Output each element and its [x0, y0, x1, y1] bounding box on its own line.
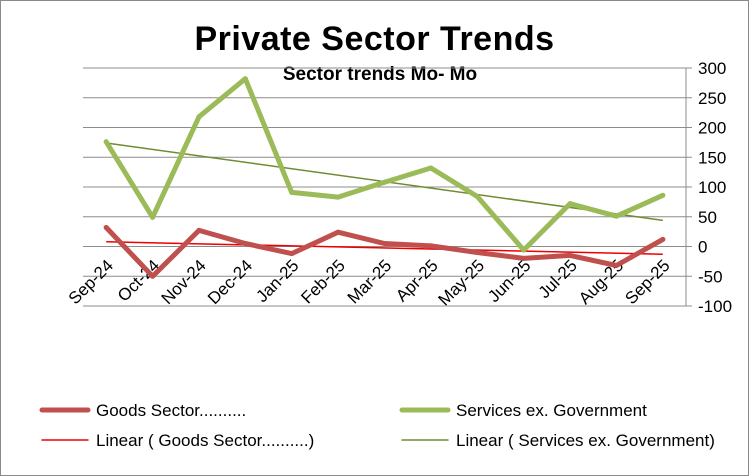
series-lines: [103, 76, 666, 279]
y-tick-label: -100: [698, 297, 732, 316]
data-point: [150, 273, 156, 279]
y-tick-label: 250: [698, 89, 726, 108]
data-point: [196, 227, 202, 233]
data-point: [474, 249, 480, 255]
gridlines: [83, 67, 692, 307]
data-point: [150, 214, 156, 220]
x-tick-label: Sep-25: [621, 256, 673, 308]
data-point: [660, 192, 666, 198]
data-point: [521, 255, 527, 261]
data-point: [289, 189, 295, 195]
y-tick-label: 200: [698, 119, 726, 138]
y-tick-label: 100: [698, 178, 726, 197]
data-point: [196, 114, 202, 120]
x-tick-label: Dec-24: [204, 256, 256, 308]
trendline-1: [106, 240, 663, 255]
y-tick-label: 150: [698, 148, 726, 167]
chart-title: Private Sector Trends: [194, 20, 555, 58]
x-tick-label: Jul-25: [535, 256, 581, 302]
x-axis-ticks: Sep-24Oct-24Nov-24Dec-24Jan-25Feb-25Mar-…: [65, 256, 674, 310]
series-line-2: [103, 76, 666, 253]
x-tick-label: May-25: [435, 256, 489, 310]
legend-label: Linear ( Services ex. Government): [456, 431, 715, 450]
data-point: [289, 251, 295, 257]
data-point: [335, 194, 341, 200]
x-tick-label: Sep-24: [65, 256, 117, 308]
data-point: [335, 229, 341, 235]
x-tick-label: Apr-25: [392, 256, 442, 306]
data-point: [428, 165, 434, 171]
data-point: [382, 241, 387, 247]
data-point: [660, 236, 666, 242]
data-point: [567, 201, 573, 207]
data-point: [103, 224, 109, 230]
data-point: [242, 241, 248, 247]
data-point: [242, 76, 248, 82]
data-point: [521, 247, 527, 253]
legend-label: Linear ( Goods Sector..........): [96, 431, 314, 450]
x-tick-label: Jun-25: [484, 256, 534, 306]
data-point: [613, 213, 619, 219]
legend-label: Services ex. Government: [456, 401, 647, 420]
x-tick-label: Jan-25: [252, 256, 302, 306]
y-tick-label: 0: [698, 238, 707, 257]
legend-label: Goods Sector..........: [96, 401, 246, 420]
data-point: [613, 263, 619, 269]
y-tick-label: 50: [698, 208, 717, 227]
y-axis-ticks: 300 250 200 150 100 50 0 -50 -100: [698, 59, 732, 316]
data-point: [567, 252, 573, 258]
data-point: [103, 139, 109, 145]
data-point: [382, 179, 387, 185]
y-tick-label: 300: [698, 59, 726, 78]
y-tick-label: -50: [698, 267, 723, 286]
data-point: [428, 243, 434, 249]
x-tick-label: Feb-25: [297, 256, 349, 308]
x-tick-label: Mar-25: [344, 256, 396, 308]
legend: Goods Sector.......... Services ex. Gover…: [39, 401, 715, 450]
data-point: [474, 194, 480, 200]
chart-subtitle: Sector trends Mo- Mo: [282, 64, 478, 85]
